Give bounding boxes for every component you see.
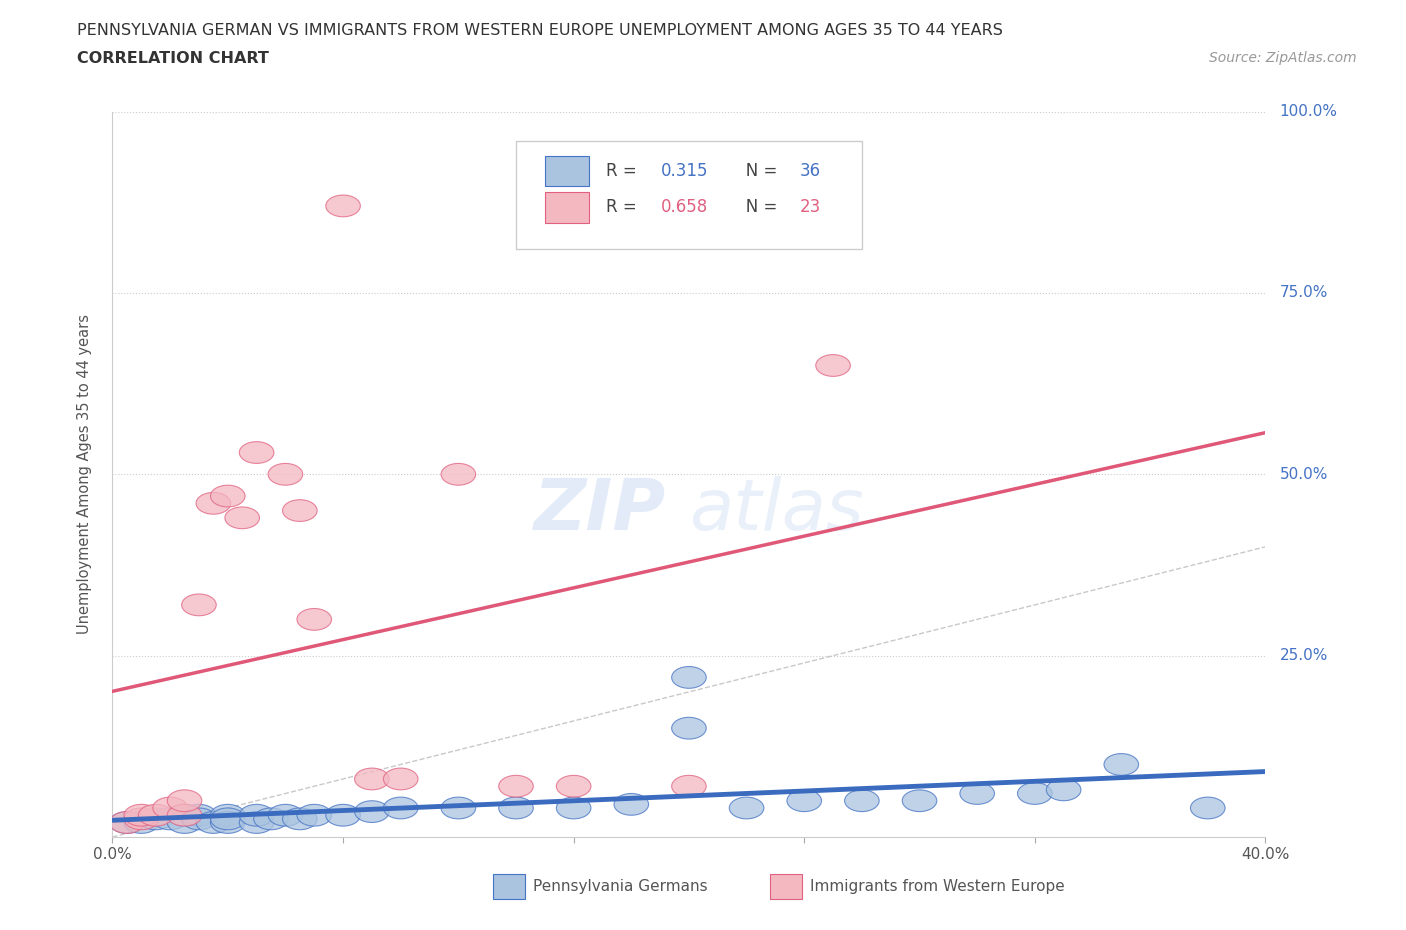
Ellipse shape <box>297 804 332 826</box>
Text: 23: 23 <box>800 198 821 217</box>
Ellipse shape <box>1018 783 1052 804</box>
Ellipse shape <box>195 812 231 833</box>
Ellipse shape <box>253 808 288 830</box>
FancyBboxPatch shape <box>494 873 526 899</box>
Text: Immigrants from Western Europe: Immigrants from Western Europe <box>810 879 1064 894</box>
Ellipse shape <box>326 804 360 826</box>
Ellipse shape <box>181 594 217 616</box>
Text: 50.0%: 50.0% <box>1279 467 1329 482</box>
Ellipse shape <box>960 783 994 804</box>
Ellipse shape <box>225 507 260 528</box>
Y-axis label: Unemployment Among Ages 35 to 44 years: Unemployment Among Ages 35 to 44 years <box>77 314 91 634</box>
Ellipse shape <box>239 804 274 826</box>
Text: N =: N = <box>731 198 783 217</box>
Ellipse shape <box>441 463 475 485</box>
Ellipse shape <box>211 812 245 833</box>
Text: N =: N = <box>731 162 783 180</box>
Ellipse shape <box>167 804 202 826</box>
Text: 25.0%: 25.0% <box>1279 648 1329 663</box>
Text: R =: R = <box>606 198 643 217</box>
Ellipse shape <box>211 804 245 826</box>
Ellipse shape <box>239 812 274 833</box>
Text: Pennsylvania Germans: Pennsylvania Germans <box>533 879 707 894</box>
Ellipse shape <box>181 808 217 830</box>
Ellipse shape <box>384 797 418 819</box>
Ellipse shape <box>672 717 706 739</box>
Ellipse shape <box>269 463 302 485</box>
Ellipse shape <box>110 812 145 833</box>
Ellipse shape <box>110 812 145 833</box>
Ellipse shape <box>239 442 274 463</box>
Text: Source: ZipAtlas.com: Source: ZipAtlas.com <box>1209 51 1357 65</box>
Ellipse shape <box>167 790 202 812</box>
Ellipse shape <box>614 793 648 816</box>
Ellipse shape <box>1191 797 1225 819</box>
Ellipse shape <box>138 804 173 826</box>
FancyBboxPatch shape <box>546 156 589 186</box>
Ellipse shape <box>787 790 821 812</box>
Ellipse shape <box>557 776 591 797</box>
Ellipse shape <box>195 493 231 514</box>
Text: 36: 36 <box>800 162 821 180</box>
Ellipse shape <box>441 797 475 819</box>
Text: 0.658: 0.658 <box>661 198 709 217</box>
Ellipse shape <box>283 499 318 522</box>
Ellipse shape <box>672 667 706 688</box>
Text: ZIP: ZIP <box>534 476 666 545</box>
Ellipse shape <box>815 354 851 377</box>
Ellipse shape <box>903 790 936 812</box>
Ellipse shape <box>167 812 202 833</box>
Ellipse shape <box>211 808 245 830</box>
Ellipse shape <box>1104 753 1139 776</box>
Ellipse shape <box>153 808 187 830</box>
FancyBboxPatch shape <box>516 140 862 249</box>
FancyBboxPatch shape <box>546 193 589 222</box>
Ellipse shape <box>269 804 302 826</box>
Ellipse shape <box>499 797 533 819</box>
Text: 100.0%: 100.0% <box>1279 104 1339 119</box>
Text: R =: R = <box>606 162 643 180</box>
Text: atlas: atlas <box>689 476 863 545</box>
Ellipse shape <box>124 812 159 833</box>
Ellipse shape <box>354 768 389 790</box>
Ellipse shape <box>354 801 389 822</box>
FancyBboxPatch shape <box>769 873 801 899</box>
Text: CORRELATION CHART: CORRELATION CHART <box>77 51 269 66</box>
Text: 0.315: 0.315 <box>661 162 709 180</box>
Ellipse shape <box>181 804 217 826</box>
Text: 75.0%: 75.0% <box>1279 286 1329 300</box>
Ellipse shape <box>499 776 533 797</box>
Ellipse shape <box>845 790 879 812</box>
Ellipse shape <box>326 195 360 217</box>
Ellipse shape <box>730 797 763 819</box>
Ellipse shape <box>211 485 245 507</box>
Ellipse shape <box>557 797 591 819</box>
Ellipse shape <box>672 776 706 797</box>
Ellipse shape <box>167 804 202 826</box>
Ellipse shape <box>138 808 173 830</box>
Ellipse shape <box>153 797 187 819</box>
Ellipse shape <box>384 768 418 790</box>
Ellipse shape <box>124 808 159 830</box>
Ellipse shape <box>283 808 318 830</box>
Ellipse shape <box>124 804 159 826</box>
Text: PENNSYLVANIA GERMAN VS IMMIGRANTS FROM WESTERN EUROPE UNEMPLOYMENT AMONG AGES 35: PENNSYLVANIA GERMAN VS IMMIGRANTS FROM W… <box>77 23 1004 38</box>
Ellipse shape <box>1046 779 1081 801</box>
Ellipse shape <box>297 608 332 631</box>
